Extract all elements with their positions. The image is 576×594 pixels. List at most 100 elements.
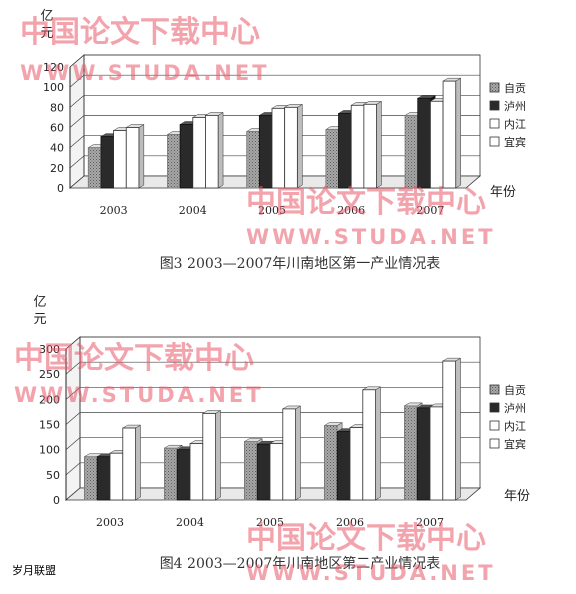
c1-grid-diag — [69, 54, 85, 68]
c2-bar-泸州-2004 — [176, 449, 191, 501]
c2-bar-内江-2003 — [109, 452, 124, 501]
watermark-en: WWW.STUDA.NET — [20, 61, 270, 85]
c1-y-tick-label: 120 — [43, 61, 64, 74]
c1-legend-label: 宜宾 — [504, 135, 526, 149]
c1-grid-diag — [69, 135, 85, 148]
c2-bar-内江-2004 — [189, 443, 204, 501]
c2-bar-side — [455, 357, 461, 501]
c2-grid-diag — [65, 361, 81, 375]
c1-ylabel: 亿 — [40, 9, 53, 24]
c2-bar-宜宾-2006 — [362, 389, 376, 501]
c1-bar-宜宾-2006 — [363, 103, 377, 189]
watermark-cn: 中国论文下载中心 — [14, 341, 254, 376]
c1-grid-diag — [69, 74, 85, 88]
c1-bar-内江-2007 — [429, 100, 444, 189]
c2-legend-label: 自贡 — [504, 384, 526, 397]
c2-y-tick-label: 0 — [53, 494, 60, 507]
watermark-cn: 中国论文下载中心 — [20, 15, 260, 50]
c1-bar-泸州-2004 — [179, 124, 194, 189]
watermark-en: WWW.STUDA.NET — [14, 383, 264, 407]
c1-x-tick-label: 2005 — [258, 204, 286, 217]
c1-bar-宜宾-2007 — [442, 80, 457, 189]
c1-bar-宜宾-2005 — [284, 106, 298, 189]
c1-bar-自贡-2007 — [404, 115, 419, 189]
c1-legend-swatch — [489, 118, 500, 129]
c1-bar-内江-2003 — [113, 130, 127, 189]
c1-bar-side — [217, 112, 224, 189]
chart-secondary-industry: 0 50 100 150 200 250 300 2003 2004 2005 2006 2007 亿元… — [33, 295, 530, 572]
c2-bar-泸州-2006 — [336, 431, 351, 501]
footer-layer: 岁月联盟 — [12, 563, 56, 577]
c2-x-tick-label: 2003 — [96, 516, 124, 529]
c2-y-tick-label: 300 — [39, 343, 60, 356]
c1-legend-label: 泸州 — [504, 100, 526, 113]
c1-y-tick-label: 80 — [50, 101, 64, 114]
c1-legend-swatch — [489, 82, 500, 93]
c2-x-tick-label: 2004 — [176, 516, 204, 529]
chart-primary-industry: 0 20 40 60 80 100 120 2003 2004 2005 2006 2007 亿元自贡泸… — [40, 9, 526, 272]
watermark-layer: 中国论文下载中心 WWW.STUDA.NET 中国论文下载中心 WWW.STUDA.N… — [14, 15, 496, 585]
c2-ylabel: 亿 — [33, 295, 46, 310]
c2-bar-泸州-2007 — [416, 407, 431, 501]
c2-x-tick-label: 2005 — [256, 516, 284, 529]
c1-bar-side — [297, 103, 303, 189]
c2-bar-自贡-2004 — [163, 447, 178, 501]
c1-bar-泸州-2006 — [338, 112, 352, 189]
c2-x-tick-label: 2006 — [336, 516, 364, 529]
c1-bar-side — [376, 100, 382, 189]
c2-bar-泸州-2003 — [96, 456, 111, 501]
c2-bar-side — [295, 405, 301, 501]
c1-grid-diag — [69, 95, 85, 108]
c1-ylabel: 元 — [40, 26, 53, 41]
c2-bar-side — [135, 424, 141, 501]
c1-legend-label: 自贡 — [504, 82, 526, 95]
c2-bar-泸州-2005 — [256, 443, 271, 501]
c1-bar-泸州-2005 — [258, 115, 273, 189]
c2-grid-diag — [65, 387, 81, 400]
c2-legend-label: 泸州 — [504, 402, 526, 415]
c1-bar-自贡-2003 — [87, 147, 102, 189]
c1-bar-内江-2004 — [192, 117, 206, 189]
c1-grid-diag — [69, 115, 85, 128]
c2-bar-内江-2007 — [429, 406, 444, 501]
c2-legend-swatch — [489, 438, 500, 449]
c2-x-tick-label: 2007 — [416, 516, 444, 529]
c2-grid-diag — [65, 437, 81, 450]
c2-y-tick-label: 150 — [39, 419, 60, 432]
c1-bar-side — [455, 77, 461, 189]
watermark-en: WWW.STUDA.NET — [246, 225, 496, 249]
c2-caption: 图4 2003—2007年川南地区第二产业情况表 — [160, 555, 441, 572]
c2-bar-自贡-2007 — [403, 405, 418, 501]
c2-grid-diag — [65, 462, 81, 476]
c1-x-tick-label: 2006 — [337, 204, 365, 217]
c2-bar-内江-2006 — [349, 427, 364, 501]
c1-y-tick-label: 60 — [50, 122, 64, 135]
watermark-cn: 中国论文下载中心 — [246, 185, 486, 220]
c1-x-tick-label: 2003 — [100, 204, 128, 217]
footer-logo-text: 岁月联盟 — [12, 563, 56, 577]
c2-legend-label: 内江 — [504, 419, 526, 433]
c2-y-tick-label: 50 — [46, 469, 60, 482]
watermark-cn: 中国论文下载中心 — [246, 521, 486, 556]
c1-caption: 图3 2003—2007年川南地区第一产业情况表 — [160, 255, 441, 272]
c1-bar-自贡-2005 — [246, 131, 260, 189]
c1-legend-swatch — [489, 136, 500, 147]
c2-bar-宜宾-2007 — [442, 360, 456, 501]
c2-legend-label: 宜宾 — [504, 437, 526, 451]
c1-bar-内江-2006 — [350, 104, 365, 189]
c1-y-tick-label: 100 — [43, 81, 64, 94]
c1-bar-泸州-2003 — [100, 136, 115, 189]
c2-bar-宜宾-2005 — [282, 408, 296, 501]
c1-y-tick-label: 40 — [50, 142, 64, 155]
c2-legend-swatch — [489, 402, 500, 413]
c1-grid-diag — [69, 155, 85, 169]
c1-bar-宜宾-2004 — [205, 115, 219, 189]
c1-legend-swatch — [489, 100, 500, 111]
c1-x-tick-label: 2007 — [416, 204, 444, 217]
c1-legend-label: 内江 — [504, 117, 526, 131]
c2-grid-diag — [65, 336, 81, 350]
c2-grid-diag — [65, 412, 81, 425]
c2-y-tick-label: 100 — [39, 444, 60, 457]
watermark-en: WWW.STUDA.NET — [246, 561, 496, 585]
c2-bar-side — [375, 386, 381, 501]
